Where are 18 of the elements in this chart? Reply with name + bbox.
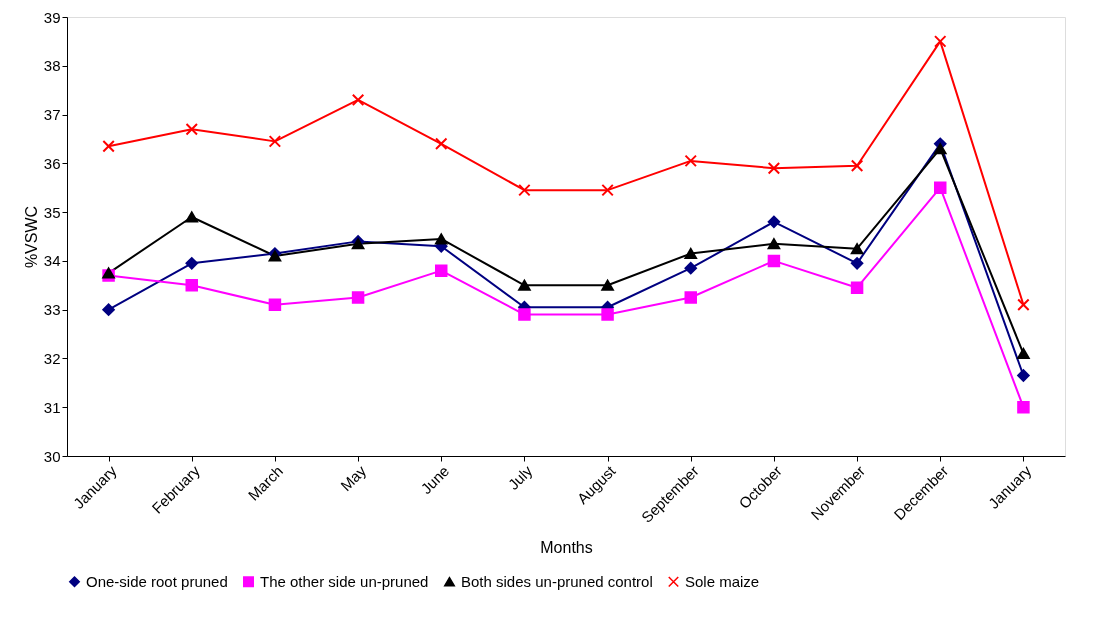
legend-label: The other side un-pruned [260, 572, 429, 590]
y-tick-label: 31 [43, 398, 61, 416]
y-tick-label: 37 [43, 106, 61, 124]
legend-label: Both sides un-pruned control [461, 572, 653, 590]
y-tick-label: 39 [43, 8, 61, 26]
y-tick-label: 33 [43, 301, 61, 319]
y-axis-title: %VSWC [22, 205, 40, 269]
legend-label: Sole maize [685, 572, 760, 590]
x-axis-title: Months [540, 538, 593, 556]
y-tick-label: 35 [43, 203, 61, 221]
legend-label: One-side root pruned [86, 572, 228, 590]
y-tick-label: 38 [43, 57, 61, 75]
y-tick-label: 30 [43, 447, 61, 465]
y-tick-label: 34 [43, 252, 61, 270]
y-tick-label: 36 [43, 154, 61, 172]
x-tick-label: May [337, 461, 370, 495]
x-tick-label: July [504, 461, 536, 493]
y-tick-label: 32 [43, 349, 61, 367]
